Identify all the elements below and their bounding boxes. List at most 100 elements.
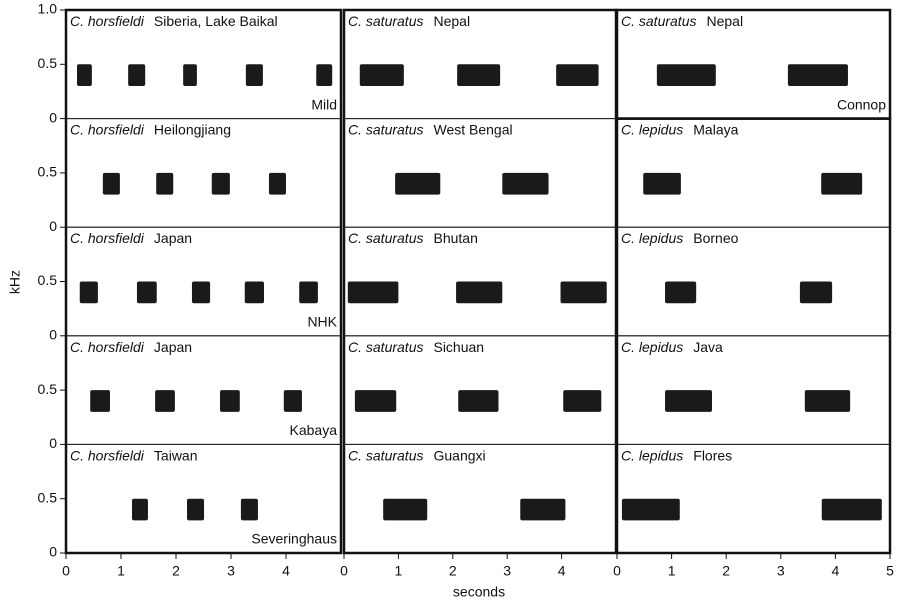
credit: Severinghaus [251,531,337,547]
note [665,282,696,304]
y-tick-label: 0 [49,435,57,451]
note [561,282,607,304]
note [245,282,264,304]
note [156,173,173,195]
panel-title: C. horsfieldi Japan [70,230,192,246]
x-tick-label: 1 [117,563,125,579]
species: C. saturatus [348,121,423,137]
location: Borneo [693,230,738,246]
location: Java [693,339,723,355]
x-tick-label: 2 [172,563,180,579]
note [246,64,263,86]
location: Japan [154,339,192,355]
note [657,64,716,86]
note [458,390,498,412]
note [395,173,440,195]
x-tick-label: 0 [613,563,621,579]
note [90,390,110,412]
x-tick-label: 0 [340,563,348,579]
note [360,64,404,86]
x-axis-label: seconds [453,584,505,600]
note [622,499,680,521]
panel-title: C. lepidus Flores [621,447,732,463]
note [788,64,848,86]
panel-title: C. saturatus West Bengal [348,121,513,137]
panel-title: C. lepidus Borneo [621,230,739,246]
species: C. lepidus [621,230,683,246]
y-tick-label: 0.5 [38,381,58,397]
note [192,282,210,304]
note [355,390,396,412]
species: C. saturatus [348,230,423,246]
credit: Mild [311,96,337,112]
y-tick-label: 0 [49,544,57,560]
location: Malaya [693,121,738,137]
species: C. lepidus [621,339,683,355]
note [299,282,318,304]
location: Taiwan [154,447,198,463]
location: Nepal [433,13,470,29]
y-axis-label: kHz [7,270,23,294]
note [269,173,286,195]
credit: Kabaya [290,422,338,438]
note [155,390,175,412]
x-tick-label: 1 [668,563,676,579]
species: C. lepidus [621,447,683,463]
x-tick-label: 0 [62,563,70,579]
species: C. horsfieldi [70,339,145,355]
y-tick-label: 0.5 [38,55,58,71]
note [520,499,565,521]
credit: Connop [837,96,886,112]
note [187,499,204,521]
location: Siberia, Lake Baikal [154,13,278,29]
note [457,64,500,86]
location: Guangxi [433,447,485,463]
x-tick-label: 4 [558,563,566,579]
note [821,173,862,195]
x-tick-label: 3 [227,563,235,579]
credit: NHK [307,314,337,330]
species: C. saturatus [348,13,423,29]
note [77,64,92,86]
location: Flores [693,447,732,463]
y-tick-label: 0.5 [38,272,58,288]
location: Heilongjiang [154,121,231,137]
note [220,390,240,412]
note [665,390,712,412]
note [80,282,98,304]
species: C. saturatus [621,13,696,29]
note [137,282,157,304]
note [805,390,850,412]
panel-title: C. lepidus Java [621,339,723,355]
species: C. horsfieldi [70,13,145,29]
note [800,282,832,304]
note [284,390,302,412]
x-tick-label: 1 [395,563,403,579]
y-tick-label: 0 [49,327,57,343]
note [556,64,598,86]
figure: seconds kHz 00.51.000.500.500.500.501234… [0,0,897,603]
y-tick-label: 1.0 [38,1,58,17]
y-tick-label: 0.5 [38,164,58,180]
note [348,282,399,304]
panel-title: C. horsfieldi Japan [70,339,192,355]
location: West Bengal [433,121,512,137]
species: C. saturatus [348,339,423,355]
y-tick-label: 0 [49,218,57,234]
x-tick-label: 4 [282,563,290,579]
x-tick-label: 5 [886,563,894,579]
panel-title: C. saturatus Nepal [348,13,470,29]
panel-title: C. horsfieldi Siberia, Lake Baikal [70,13,278,29]
x-tick-label: 2 [722,563,730,579]
note [563,390,601,412]
note [183,64,197,86]
species: C. horsfieldi [70,230,145,246]
note [643,173,681,195]
location: Japan [154,230,192,246]
